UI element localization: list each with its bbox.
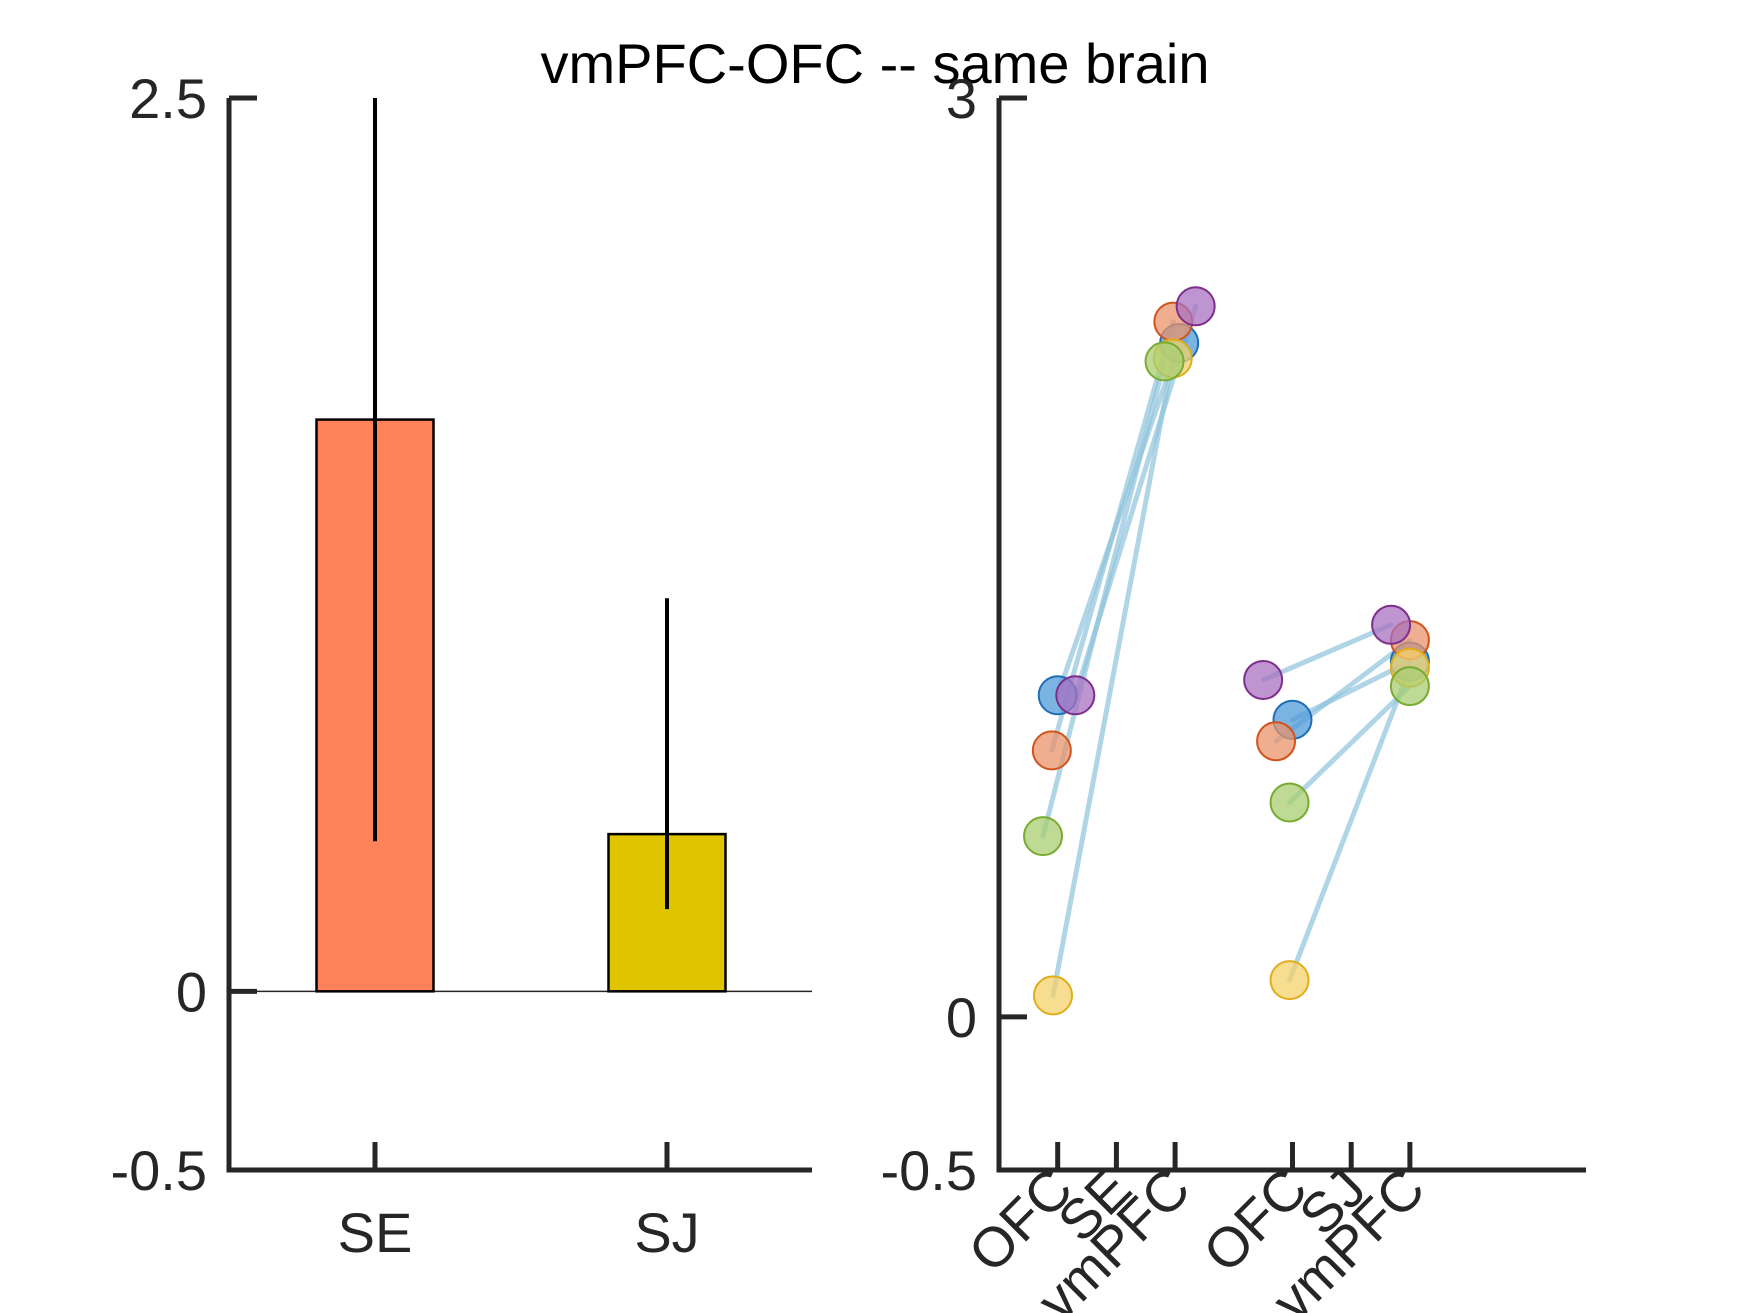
pair-line-sj xyxy=(1287,683,1413,805)
y-tick-label: 3 xyxy=(946,67,977,130)
bar-panel: -0.5 0 2.5 SE SJ xyxy=(111,67,812,1264)
data-point xyxy=(1243,659,1284,700)
data-point xyxy=(1144,341,1185,382)
data-point xyxy=(1371,604,1412,645)
pair-line-se xyxy=(1050,355,1176,998)
data-point xyxy=(1055,675,1096,716)
pair-line-sj xyxy=(1287,665,1413,983)
data-point xyxy=(1269,960,1310,1001)
pair-line-sj xyxy=(1260,622,1394,683)
data-point xyxy=(1033,975,1074,1016)
data-point xyxy=(1023,816,1064,857)
data-point xyxy=(1256,721,1297,762)
data-point xyxy=(1031,730,1072,771)
y-tick-label: -0.5 xyxy=(111,1139,208,1202)
x-tick-label: SE xyxy=(338,1201,413,1264)
chart-title: vmPFC-OFC -- same brain xyxy=(541,32,1210,95)
data-point xyxy=(1175,286,1216,327)
y-tick-label: 0 xyxy=(176,960,207,1023)
y-tick-label: 0 xyxy=(946,986,977,1049)
y-tick-label: 2.5 xyxy=(129,67,207,130)
x-tick-label: SJ xyxy=(634,1201,699,1264)
data-point xyxy=(1389,666,1430,707)
y-tick-label: -0.5 xyxy=(881,1139,978,1202)
data-point xyxy=(1269,782,1310,823)
